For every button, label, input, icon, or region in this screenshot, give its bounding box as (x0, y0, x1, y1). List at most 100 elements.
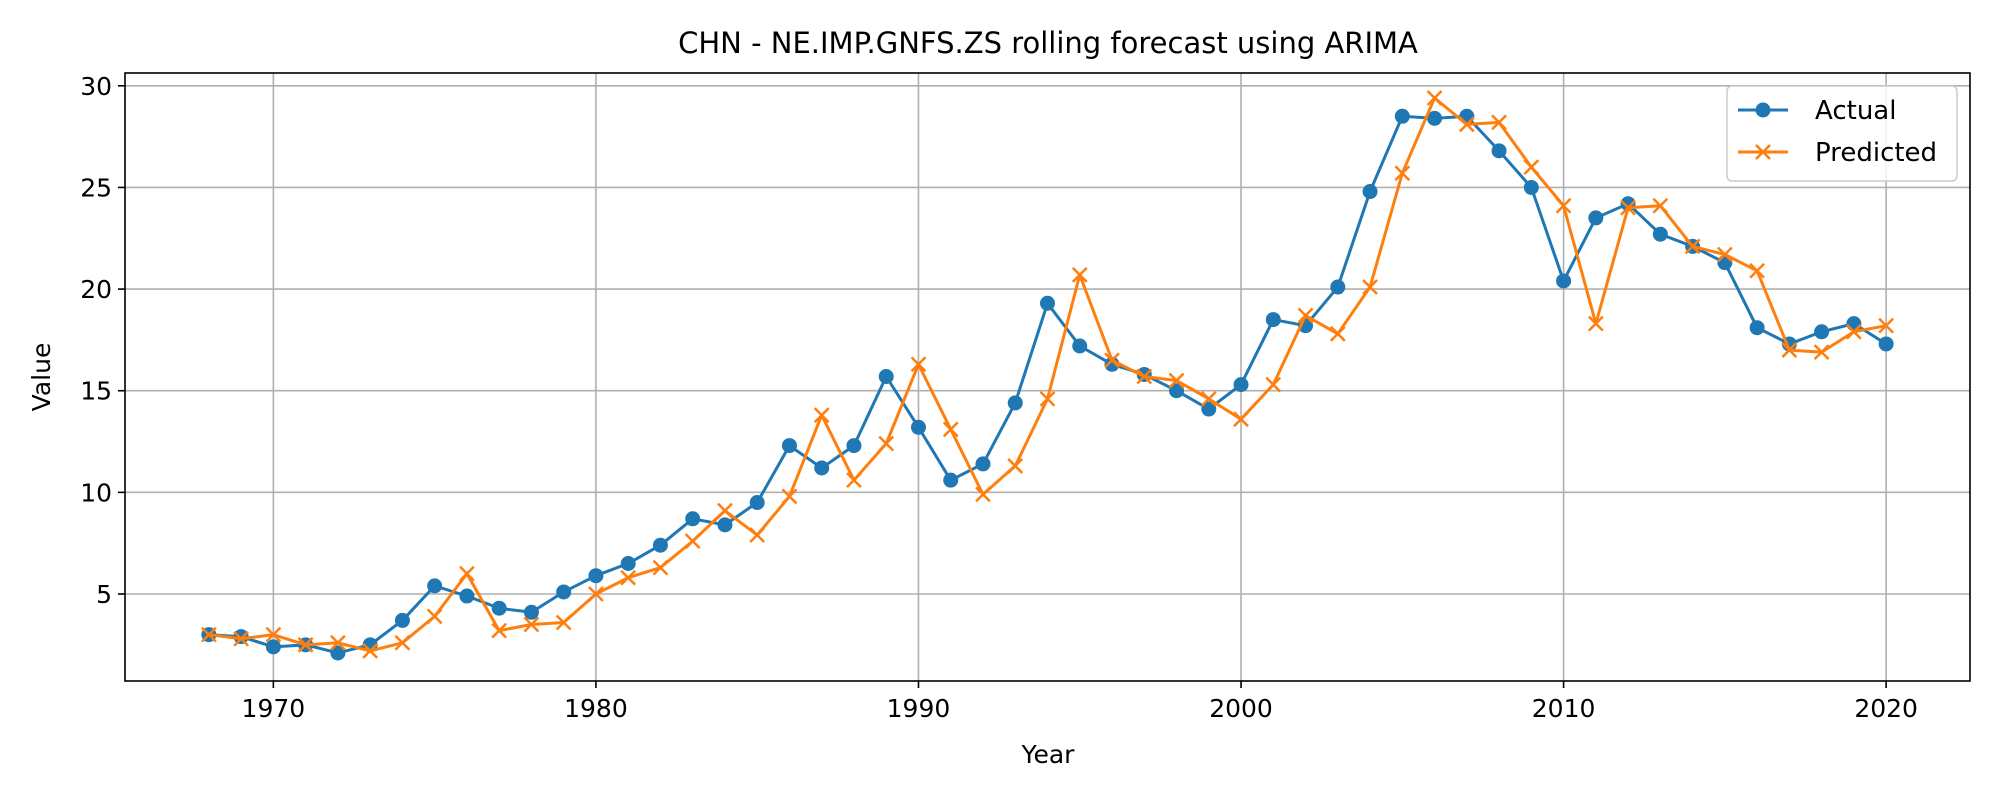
y-tick-label: 5 (96, 580, 112, 609)
actual-point (1201, 401, 1217, 417)
actual-point (1362, 184, 1378, 200)
predicted-point (297, 636, 314, 653)
y-tick-label: 25 (80, 173, 112, 202)
predicted-point (459, 565, 475, 582)
predicted-point (813, 407, 830, 423)
predicted-point (1684, 238, 1701, 255)
x-tick-label: 1970 (242, 694, 306, 723)
predicted-point (1007, 458, 1024, 474)
legend-predicted-label: Predicted (1815, 138, 1937, 168)
predicted-point (620, 569, 637, 586)
actual-point (427, 578, 443, 594)
predicted-point (1329, 325, 1346, 342)
predicted-point (200, 626, 217, 643)
predicted-point (1555, 197, 1572, 214)
actual-point (943, 472, 959, 488)
actual-point (1265, 312, 1281, 328)
predicted-point (491, 622, 508, 639)
actual-point (265, 639, 281, 655)
predicted-point (1265, 376, 1282, 393)
legend-actual-label: Actual (1815, 96, 1896, 126)
predicted-point (1781, 342, 1798, 358)
actual-point (1072, 338, 1088, 354)
actual-point (588, 568, 604, 584)
predicted-point (1394, 165, 1411, 182)
actual-point (846, 438, 862, 454)
y-tick-label: 15 (80, 377, 112, 406)
actual-point (1491, 143, 1507, 159)
x-tick-label: 1980 (564, 694, 628, 723)
predicted-point (1620, 199, 1636, 216)
actual-point (1427, 110, 1443, 126)
predicted-point (1458, 116, 1475, 133)
predicted-point (652, 559, 669, 576)
actual-point (1846, 316, 1862, 332)
predicted-point (1813, 344, 1830, 360)
x-axis: 1970 1980 1990 2000 2010 2020 (242, 681, 1918, 723)
actual-point (1749, 320, 1765, 336)
x-tick-label: 1990 (887, 694, 951, 723)
predicted-point (910, 356, 927, 373)
plot-frame (124, 72, 1971, 682)
actual-point (1233, 377, 1249, 393)
predicted-point (1362, 279, 1378, 295)
actual-point (1040, 295, 1055, 311)
actual-point (1330, 279, 1346, 295)
y-tick-label: 30 (80, 72, 112, 101)
predicted-point (1716, 246, 1733, 263)
predicted-point (749, 527, 766, 543)
predicted-point (362, 643, 379, 659)
predicted-point (1168, 372, 1185, 389)
predicted-point (846, 472, 862, 489)
y-axis-label: Value (27, 343, 56, 412)
predicted-point (1652, 197, 1669, 214)
y-axis: 5 10 15 20 25 30 (80, 72, 125, 609)
predicted-point (523, 616, 540, 633)
y-tick-label: 10 (80, 478, 112, 507)
actual-point (878, 368, 894, 384)
predicted-point (1878, 317, 1895, 334)
actual-point (1588, 210, 1604, 226)
series-layer (200, 90, 1895, 661)
predicted-point (1426, 90, 1443, 106)
predicted-series (200, 90, 1895, 659)
predicted-point (1200, 390, 1217, 407)
predicted-point (1749, 262, 1766, 279)
actual-point (491, 600, 507, 616)
actual-point (814, 460, 830, 476)
actual-point (394, 612, 410, 628)
predicted-point (265, 626, 282, 643)
predicted-point (1039, 390, 1056, 407)
actual-point (556, 584, 572, 600)
predicted-point (1104, 352, 1120, 369)
actual-point (975, 456, 991, 472)
predicted-point (1491, 114, 1507, 131)
predicted-point (1071, 266, 1088, 283)
x-tick-label: 2020 (1854, 694, 1918, 723)
actual-point (523, 604, 539, 620)
x-tick-label: 2000 (1209, 694, 1273, 723)
predicted-point (1587, 315, 1604, 332)
predicted-point (330, 634, 346, 651)
actual-point (1878, 336, 1894, 352)
predicted-point (1845, 323, 1862, 340)
predicted-point (233, 630, 250, 647)
predicted-point (878, 435, 895, 452)
legend: Actual Predicted (1726, 85, 1958, 182)
predicted-point (781, 488, 798, 505)
actual-point (1007, 395, 1023, 411)
predicted-point (717, 502, 733, 519)
actual-point (717, 517, 733, 533)
actual-point (749, 495, 765, 511)
actual-point (685, 511, 701, 527)
predicted-point (1297, 307, 1314, 324)
actual-point (1652, 226, 1668, 242)
predicted-point (942, 421, 959, 438)
actual-point (652, 537, 668, 553)
predicted-point (1233, 411, 1249, 428)
actual-point (233, 629, 249, 645)
predicted-point (975, 486, 991, 503)
predicted-point (684, 533, 701, 550)
